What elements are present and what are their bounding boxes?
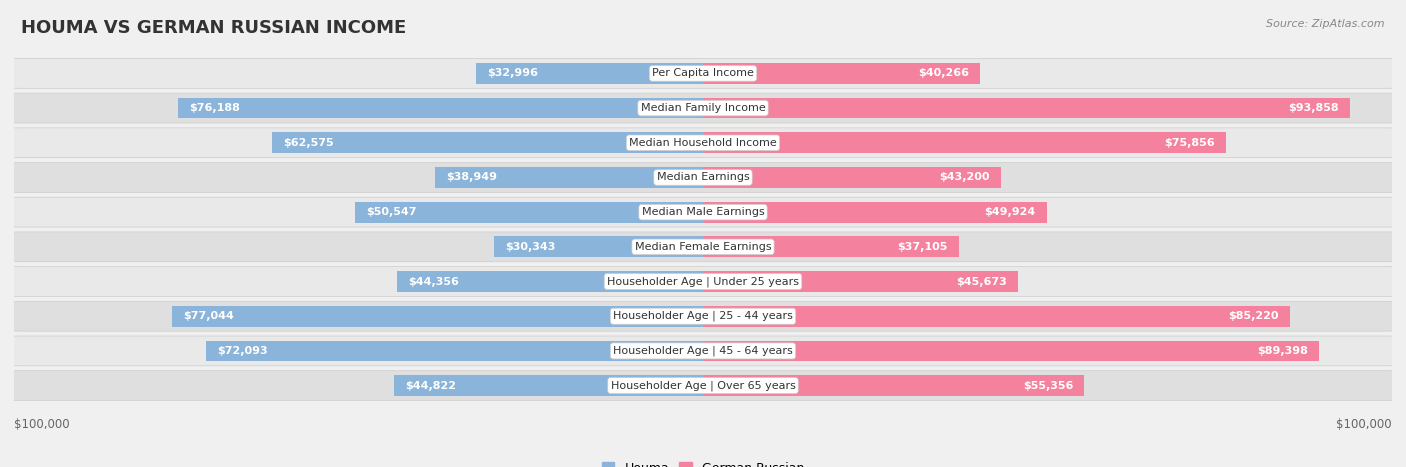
Bar (703, 340, 1319, 361)
FancyBboxPatch shape (7, 232, 1399, 262)
Bar (703, 98, 1350, 119)
Text: Householder Age | 45 - 64 years: Householder Age | 45 - 64 years (613, 346, 793, 356)
Text: $40,266: $40,266 (918, 68, 969, 78)
Text: $62,575: $62,575 (283, 138, 333, 148)
Bar (703, 132, 1226, 153)
Text: Householder Age | Under 25 years: Householder Age | Under 25 years (607, 276, 799, 287)
FancyBboxPatch shape (7, 371, 1399, 401)
Text: Householder Age | 25 - 44 years: Householder Age | 25 - 44 years (613, 311, 793, 321)
Bar (179, 98, 703, 119)
Bar (703, 63, 980, 84)
Text: Median Family Income: Median Family Income (641, 103, 765, 113)
Legend: Houma, German Russian: Houma, German Russian (598, 457, 808, 467)
Bar (475, 63, 703, 84)
Text: $32,996: $32,996 (486, 68, 537, 78)
Text: $45,673: $45,673 (956, 276, 1007, 287)
FancyBboxPatch shape (7, 93, 1399, 123)
Bar (434, 167, 703, 188)
Bar (271, 132, 703, 153)
Bar (172, 306, 703, 326)
Text: $93,858: $93,858 (1288, 103, 1339, 113)
Text: $37,105: $37,105 (897, 242, 948, 252)
Text: $85,220: $85,220 (1229, 311, 1279, 321)
Bar (703, 167, 1001, 188)
Bar (398, 271, 703, 292)
Text: Median Earnings: Median Earnings (657, 172, 749, 183)
Text: $77,044: $77,044 (183, 311, 235, 321)
Text: $50,547: $50,547 (366, 207, 416, 217)
FancyBboxPatch shape (7, 128, 1399, 158)
FancyBboxPatch shape (7, 163, 1399, 192)
Bar (354, 202, 703, 223)
Text: $49,924: $49,924 (984, 207, 1036, 217)
Text: $72,093: $72,093 (218, 346, 269, 356)
Bar (207, 340, 703, 361)
Text: $89,398: $89,398 (1257, 346, 1308, 356)
Text: $100,000: $100,000 (1336, 417, 1392, 431)
Text: $44,822: $44,822 (405, 381, 456, 390)
Text: $76,188: $76,188 (190, 103, 240, 113)
FancyBboxPatch shape (7, 301, 1399, 331)
Text: $38,949: $38,949 (446, 172, 496, 183)
FancyBboxPatch shape (7, 197, 1399, 227)
Bar (494, 236, 703, 257)
Text: Median Male Earnings: Median Male Earnings (641, 207, 765, 217)
Text: $44,356: $44,356 (408, 276, 460, 287)
Bar (703, 271, 1018, 292)
Text: Householder Age | Over 65 years: Householder Age | Over 65 years (610, 380, 796, 391)
Text: $75,856: $75,856 (1164, 138, 1215, 148)
Bar (703, 375, 1084, 396)
Text: Source: ZipAtlas.com: Source: ZipAtlas.com (1267, 19, 1385, 28)
Text: Median Female Earnings: Median Female Earnings (634, 242, 772, 252)
Text: $100,000: $100,000 (14, 417, 70, 431)
Text: Per Capita Income: Per Capita Income (652, 68, 754, 78)
Bar (703, 306, 1291, 326)
FancyBboxPatch shape (7, 58, 1399, 88)
Bar (703, 202, 1047, 223)
Bar (703, 236, 959, 257)
Text: $30,343: $30,343 (505, 242, 555, 252)
Text: HOUMA VS GERMAN RUSSIAN INCOME: HOUMA VS GERMAN RUSSIAN INCOME (21, 19, 406, 37)
FancyBboxPatch shape (7, 267, 1399, 297)
Text: $55,356: $55,356 (1024, 381, 1073, 390)
Text: $43,200: $43,200 (939, 172, 990, 183)
Text: Median Household Income: Median Household Income (628, 138, 778, 148)
FancyBboxPatch shape (7, 336, 1399, 366)
Bar (394, 375, 703, 396)
